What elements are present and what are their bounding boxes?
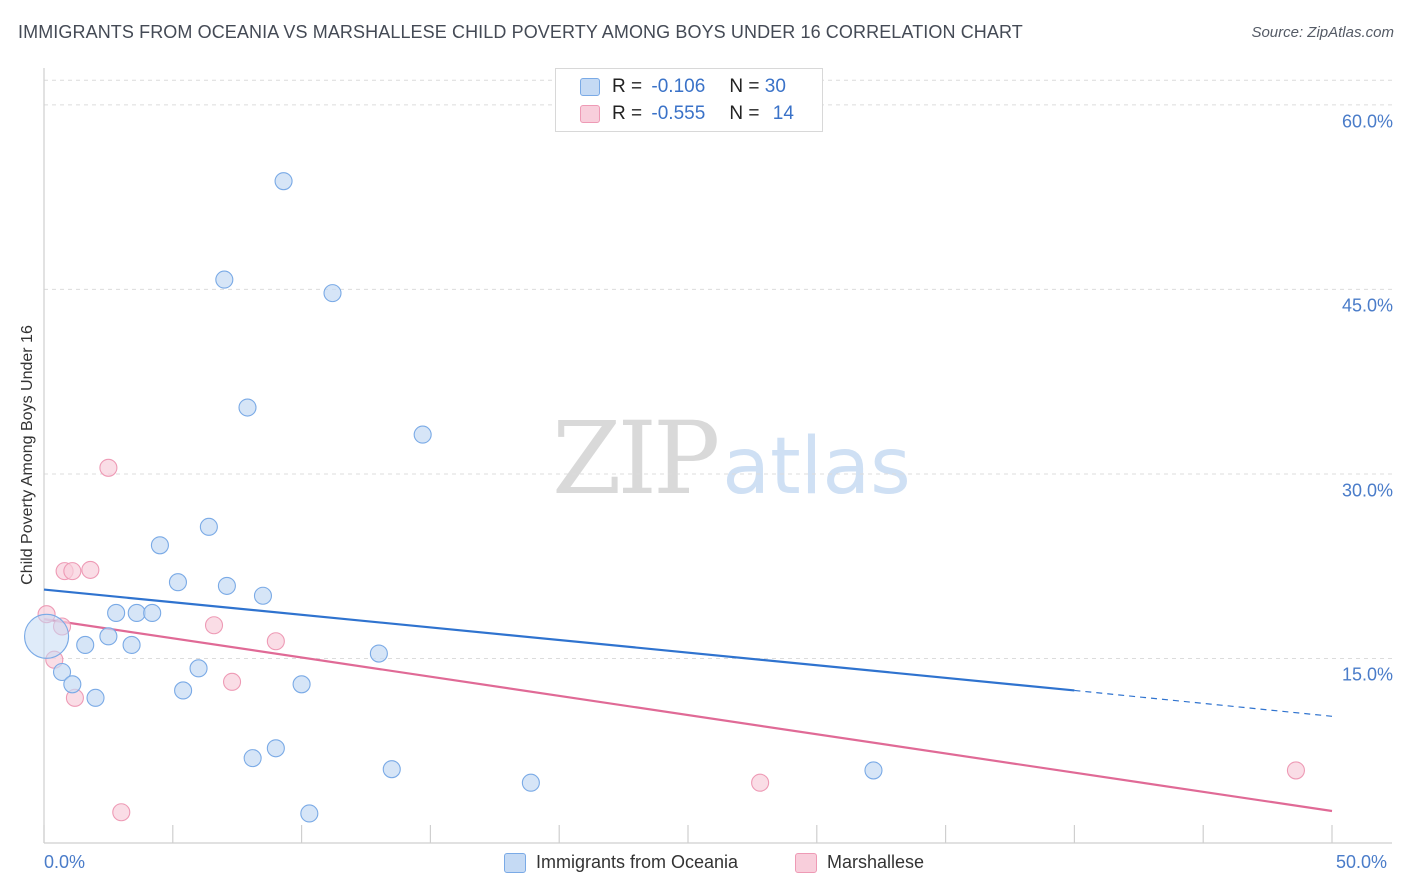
marshallese-point — [99, 458, 118, 477]
oceania-point — [174, 681, 193, 700]
oceania-point — [168, 573, 188, 592]
series-label-marshallese: Marshallese — [827, 852, 925, 872]
series-legend-oceania: Immigrants from Oceania — [504, 852, 738, 873]
y-tick-label: 15.0% — [1341, 664, 1393, 685]
marshallese-point — [222, 672, 242, 691]
legend-r-value: -0.106 — [651, 76, 706, 97]
oceania-point — [199, 517, 218, 536]
legend-r-label: R = — [612, 76, 643, 97]
oceania-point — [52, 662, 72, 682]
oceania-point — [413, 425, 432, 444]
oceania-point — [217, 576, 236, 595]
marshallese-point — [751, 773, 770, 792]
marshallese-point — [81, 560, 100, 579]
marshallese-point — [266, 632, 285, 651]
legend-n-label: N = — [729, 103, 760, 124]
oceania-point — [143, 603, 162, 623]
oceania-point — [253, 586, 273, 605]
watermark-atlas: atlas — [722, 422, 911, 512]
trend-line-marshallese — [43, 618, 1333, 813]
legend-row-oceania: R = -0.106 N = 30 — [580, 75, 786, 99]
oceania-point — [266, 739, 285, 758]
data-points — [24, 172, 1305, 823]
y-tick-label: 30.0% — [1341, 480, 1393, 501]
oceania-point — [107, 603, 126, 623]
chart-title: IMMIGRANTS FROM OCEANIA VS MARSHALLESE C… — [18, 22, 1023, 42]
series-label-oceania: Immigrants from Oceania — [536, 852, 739, 872]
y-tick-label: 60.0% — [1341, 111, 1393, 132]
correlation-legend: R = -0.106 N = 30 R = -0.555 N = 14 — [555, 68, 823, 132]
marshallese-point — [1286, 761, 1305, 780]
marshallese-point — [204, 616, 224, 635]
oceania-point — [86, 688, 105, 707]
oceania-point — [382, 760, 401, 779]
legend-row-marshallese: R = -0.555 N = 14 — [580, 102, 794, 126]
legend-n-label: N = — [729, 76, 760, 97]
legend-swatch-marshallese — [580, 105, 600, 123]
marshallese-point — [112, 803, 131, 822]
trend-lines — [43, 588, 1333, 813]
oceania-point — [521, 773, 540, 792]
series-swatch-marshallese — [795, 852, 817, 873]
trend-line-extension — [1074, 689, 1333, 717]
oceania-point — [24, 613, 70, 659]
legend-r-value: -0.555 — [651, 103, 706, 124]
series-legend-marshallese: Marshallese — [795, 852, 924, 873]
source-credit: Source: ZipAtlas.com — [1251, 24, 1394, 41]
oceania-point — [122, 635, 141, 654]
y-tick-label: 45.0% — [1341, 295, 1393, 316]
oceania-point — [99, 627, 118, 646]
legend-swatch-oceania — [580, 78, 600, 96]
oceania-point — [76, 635, 95, 654]
legend-n-value: 30 — [764, 76, 786, 97]
oceania-point — [243, 749, 262, 768]
marshallese-point — [63, 562, 82, 581]
oceania-point — [189, 659, 208, 678]
oceania-point — [150, 536, 169, 555]
y-axis-label: Child Poverty Among Boys Under 16 — [19, 325, 36, 585]
oceania-point — [274, 172, 293, 191]
oceania-point — [127, 603, 146, 623]
legend-r-label: R = — [612, 103, 643, 124]
grid-lines — [44, 79, 1392, 659]
watermark-zip: ZIP — [552, 400, 720, 517]
x-tick-label-min: 0.0% — [44, 852, 86, 872]
oceania-point — [238, 398, 257, 417]
x-tick-label-max: 50.0% — [1336, 852, 1388, 872]
legend-n-value: 14 — [772, 103, 794, 124]
oceania-point — [864, 761, 883, 780]
oceania-point — [323, 284, 342, 303]
oceania-point — [300, 804, 319, 823]
oceania-point — [369, 644, 388, 663]
series-swatch-oceania — [504, 852, 526, 873]
oceania-point — [292, 675, 311, 694]
watermark: ZIPatlas — [552, 400, 911, 517]
trend-line-oceania — [43, 588, 1075, 692]
oceania-point — [63, 675, 82, 694]
oceania-point — [215, 270, 234, 289]
axes — [43, 68, 1392, 844]
